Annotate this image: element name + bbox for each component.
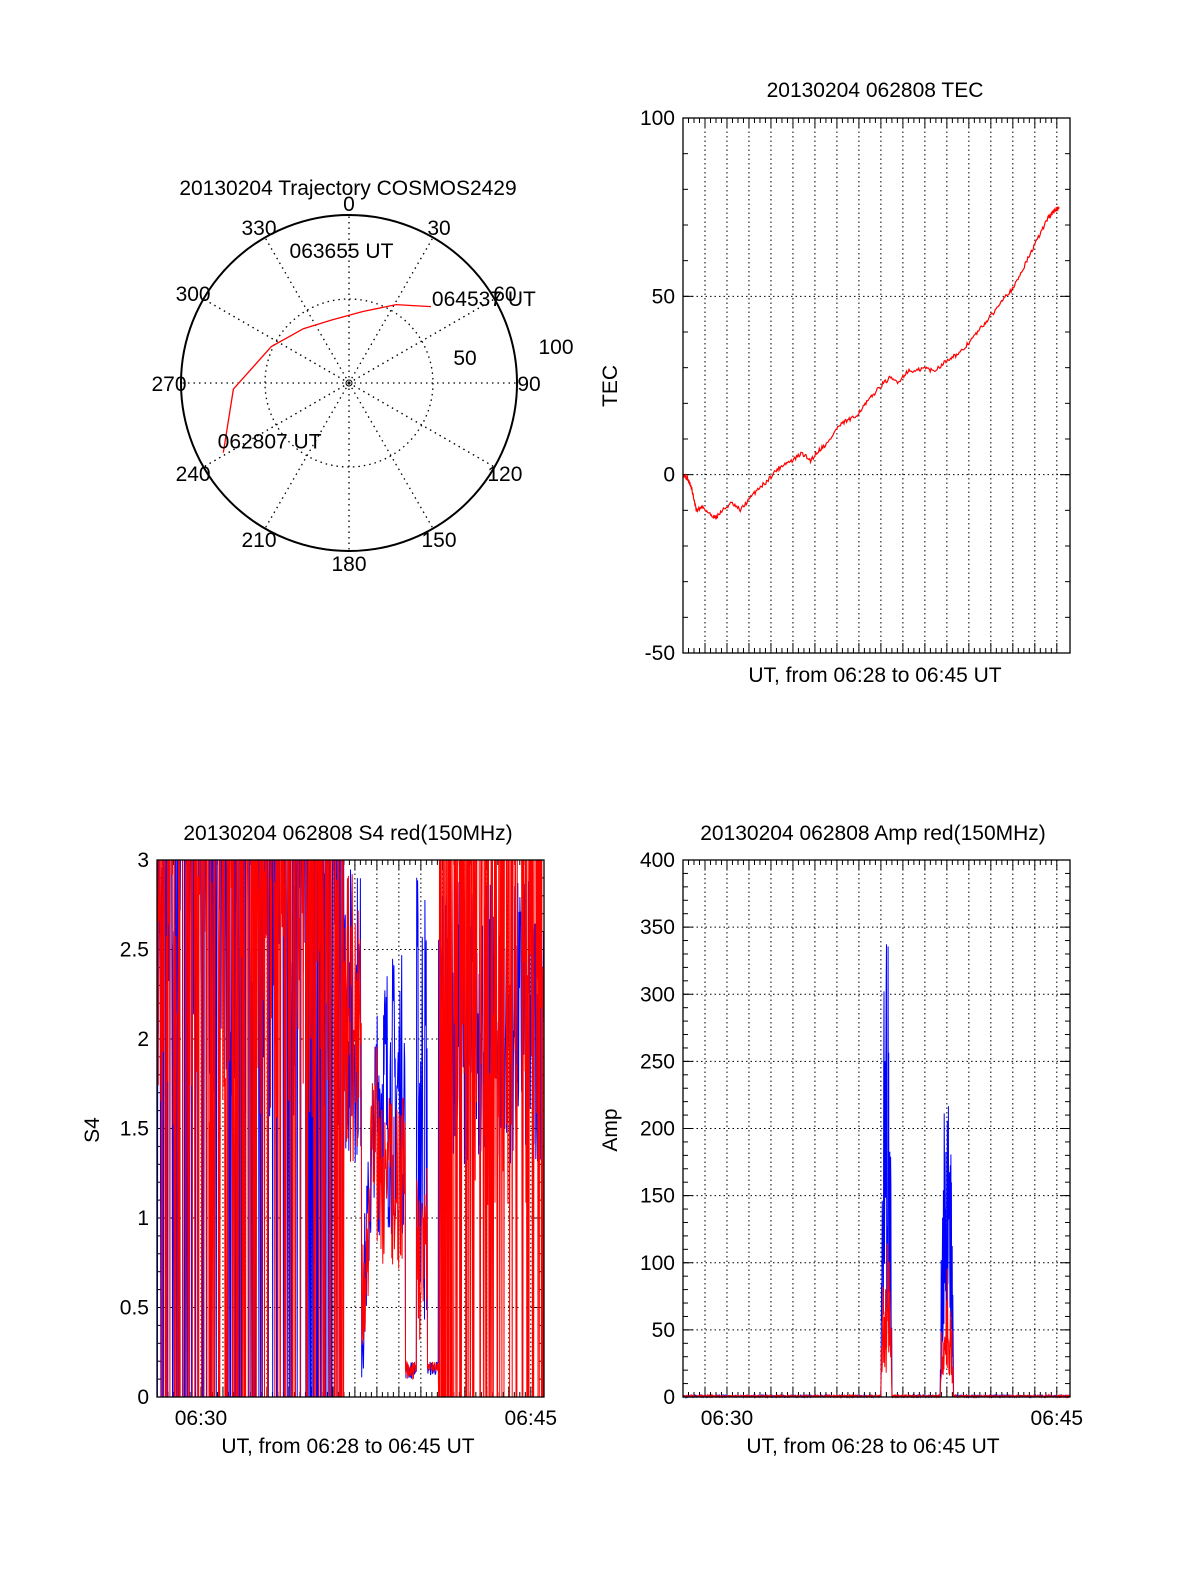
s4-ytick-label: 0.5 — [120, 1297, 149, 1320]
polar-time-annotation: 064537 UT — [432, 288, 536, 311]
tec-ylabel: TEC — [599, 365, 622, 407]
s4-plot-area: 0 0.5 1 1.5 2 2.5 3 06:30 06:45 — [120, 849, 558, 1430]
polar-azimuth-label: 240 — [176, 463, 211, 486]
tec-chart: 20130204 062808 TEC UT, from 06:28 to 06… — [599, 79, 1071, 687]
polar-azimuth-label: 30 — [427, 217, 450, 240]
polar-azimuth-label: 150 — [421, 529, 456, 552]
tec-xlabel: UT, from 06:28 to 06:45 UT — [748, 664, 1001, 687]
amp-ytick-label: 100 — [640, 1252, 675, 1275]
amp-ytick-label: 300 — [640, 983, 675, 1006]
polar-spoke — [348, 382, 434, 529]
amp-ytick-label: 0 — [663, 1386, 675, 1409]
tec-ytick-label: 0 — [663, 464, 675, 487]
tec-series-line — [682, 206, 1060, 520]
polar-trajectory-line — [222, 303, 431, 453]
s4-ytick-label: 2 — [137, 1028, 149, 1051]
polar-azimuth-label: 120 — [487, 463, 522, 486]
polar-azimuth-labels: 0 30 60 90 120 150 180 210 240 270 300 330 50 100 — [151, 193, 573, 576]
amp-xlabel: UT, from 06:28 to 06:45 UT — [746, 1435, 999, 1458]
s4-xtick-label: 06:30 — [175, 1407, 228, 1430]
polar-spoke — [348, 237, 434, 384]
s4-series-line — [157, 860, 544, 1397]
polar-title: 20130204 Trajectory COSMOS2429 — [179, 177, 516, 200]
amp-ytick-label: 50 — [652, 1319, 675, 1342]
polar-time-annotation: 063655 UT — [290, 240, 394, 263]
amp-series-line — [682, 1243, 1071, 1399]
polar-spoke — [348, 382, 495, 468]
polar-trajectory-chart: 20130204 Trajectory COSMOS2429 0 30 60 90 12… — [151, 177, 573, 576]
s4-chart: 20130204 062808 S4 red(150MHz) UT, from … — [81, 822, 557, 1458]
polar-azimuth-label: 180 — [331, 553, 366, 576]
polar-azimuth-label: 60 — [493, 283, 516, 306]
polar-time-annotation: 062807 UT — [218, 431, 322, 454]
amp-xtick-label: 06:30 — [701, 1407, 754, 1430]
tec-title: 20130204 062808 TEC — [767, 79, 984, 102]
polar-trajectory-series — [222, 303, 431, 453]
polar-grid — [180, 214, 518, 552]
polar-spoke — [203, 298, 350, 384]
amp-ytick-label: 350 — [640, 916, 675, 939]
amp-ytick-label: 250 — [640, 1050, 675, 1073]
polar-radial-label: 100 — [538, 336, 573, 359]
amp-series-line — [682, 944, 1071, 1399]
polar-azimuth-label: 90 — [517, 373, 540, 396]
polar-spoke — [203, 382, 350, 468]
amp-plot-area: 0 50 100 150 200 250 300 350 400 06:30 06:45 — [640, 849, 1083, 1430]
s4-xlabel: UT, from 06:28 to 06:45 UT — [221, 1435, 474, 1458]
s4-ytick-label: 1.5 — [120, 1118, 149, 1141]
polar-annotations: 064537 UT 063655 UT 062807 UT — [218, 240, 536, 453]
s4-ytick-label: 1 — [137, 1207, 149, 1230]
amp-ytick-label: 400 — [640, 849, 675, 872]
s4-ytick-label: 0 — [137, 1386, 149, 1409]
tec-frame — [682, 117, 1071, 654]
s4-series-group — [157, 860, 544, 1397]
tec-ytick-label: 50 — [652, 285, 675, 308]
s4-frame — [156, 859, 545, 1398]
polar-azimuth-label: 210 — [241, 529, 276, 552]
polar-spoke — [264, 237, 350, 384]
polar-center-mark — [345, 379, 353, 387]
polar-outer-circle — [180, 214, 518, 552]
s4-ytick-label: 3 — [137, 849, 149, 872]
amp-ytick-label: 200 — [640, 1118, 675, 1141]
tec-plot-area: -50 0 50 100 — [640, 107, 1071, 665]
s4-xtick-label: 06:45 — [505, 1407, 558, 1430]
polar-azimuth-label: 300 — [176, 283, 211, 306]
amp-ylabel: Amp — [599, 1108, 622, 1151]
s4-title: 20130204 062808 S4 red(150MHz) — [183, 822, 512, 845]
amp-chart: 20130204 062808 Amp red(150MHz) UT, from… — [599, 822, 1083, 1458]
polar-azimuth-label: 270 — [151, 373, 186, 396]
amp-title: 20130204 062808 Amp red(150MHz) — [700, 822, 1046, 845]
s4-ytick-label: 2.5 — [120, 939, 149, 962]
polar-spoke — [264, 382, 350, 529]
polar-radial-label: 50 — [453, 347, 476, 370]
amp-xtick-label: 06:45 — [1031, 1407, 1084, 1430]
tec-ytick-label: -50 — [645, 642, 675, 665]
amp-frame — [682, 859, 1071, 1398]
amp-ytick-label: 150 — [640, 1185, 675, 1208]
s4-ylabel: S4 — [81, 1117, 104, 1143]
tec-ytick-label: 100 — [640, 107, 675, 130]
polar-azimuth-label: 0 — [343, 193, 355, 216]
polar-azimuth-label: 330 — [241, 217, 276, 240]
polar-spoke — [348, 298, 495, 384]
